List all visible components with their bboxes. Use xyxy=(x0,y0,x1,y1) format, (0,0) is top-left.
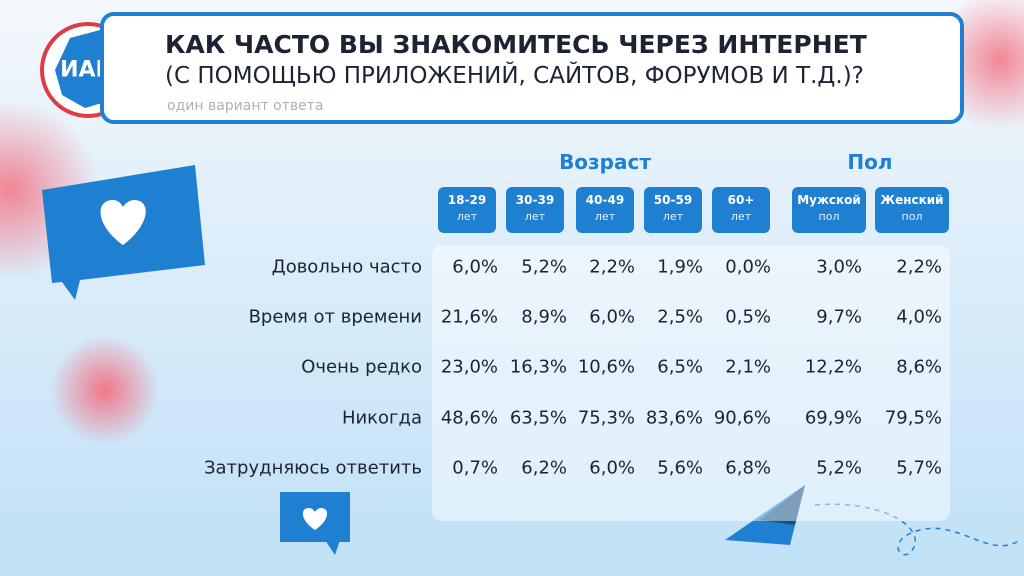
column-header-bottom: лет xyxy=(730,210,752,223)
cell: 0,7% xyxy=(452,457,498,479)
column-header: 18-29 лет xyxy=(438,187,496,233)
cell: 23,0% xyxy=(440,356,498,378)
group-header: Возраст xyxy=(559,150,651,174)
row-label: Затрудняюсь ответить xyxy=(203,457,422,479)
column-header: Женский пол xyxy=(875,187,949,233)
title-line-2: (С ПОМОЩЬЮ ПРИЛОЖЕНИЙ, САЙТОВ, ФОРУМОВ И… xyxy=(165,63,864,89)
paper-plane xyxy=(725,485,1021,556)
cell: 5,7% xyxy=(896,457,942,479)
cell: 90,6% xyxy=(713,407,771,429)
cell: 12,2% xyxy=(804,356,862,378)
cell: 2,2% xyxy=(896,256,942,278)
cell: 63,5% xyxy=(509,407,567,429)
cell: 2,1% xyxy=(725,356,771,378)
cell: 6,0% xyxy=(452,256,498,278)
column-header-top: 30-39 xyxy=(515,193,555,207)
cell: 6,8% xyxy=(725,457,771,479)
column-header: Мужской пол xyxy=(792,187,866,233)
cell: 83,6% xyxy=(645,407,703,429)
cell: 5,6% xyxy=(657,457,703,479)
column-header-bottom: пол xyxy=(901,210,923,223)
cell: 16,3% xyxy=(509,356,567,378)
cell: 2,2% xyxy=(589,256,635,278)
cell: 9,7% xyxy=(816,306,862,328)
cell: 1,9% xyxy=(657,256,703,278)
row-label: Никогда xyxy=(341,407,422,429)
group-header: Пол xyxy=(847,150,893,174)
column-header-top: 18-29 xyxy=(447,193,487,207)
cell: 0,5% xyxy=(725,306,771,328)
cell: 2,5% xyxy=(657,306,703,328)
cell: 5,2% xyxy=(816,457,862,479)
cell: 4,0% xyxy=(896,306,942,328)
column-header-bottom: лет xyxy=(456,210,478,223)
cell: 6,5% xyxy=(657,356,703,378)
row-label: Довольно часто xyxy=(271,256,422,278)
subtitle: один вариант ответа xyxy=(167,98,324,114)
row-label: Очень редко xyxy=(301,356,422,378)
cell: 6,0% xyxy=(589,306,635,328)
column-header-bottom: лет xyxy=(662,210,684,223)
column-header: 40-49 лет xyxy=(576,187,634,233)
cell: 69,9% xyxy=(804,407,862,429)
column-header-top: 50-59 xyxy=(653,193,693,207)
column-header: 50-59 лет xyxy=(644,187,702,233)
column-header-top: 40-49 xyxy=(585,193,625,207)
cell: 48,6% xyxy=(440,407,498,429)
header-box xyxy=(100,12,964,124)
column-header-top: 60+ xyxy=(727,193,755,207)
cell: 5,2% xyxy=(521,256,567,278)
chat-bubble-small xyxy=(280,492,350,555)
cell: 8,6% xyxy=(896,356,942,378)
cell: 6,0% xyxy=(589,457,635,479)
column-header: 60+ лет xyxy=(712,187,770,233)
column-header-bottom: лет xyxy=(524,210,546,223)
cell: 75,3% xyxy=(577,407,635,429)
title: КАК ЧАСТО ВЫ ЗНАКОМИТЕСЬ ЧЕРЕЗ ИНТЕРНЕТ xyxy=(165,30,867,59)
column-header-bottom: лет xyxy=(594,210,616,223)
cell: 3,0% xyxy=(816,256,862,278)
cell: 6,2% xyxy=(521,457,567,479)
cell: 8,9% xyxy=(521,306,567,328)
column-header-top: Мужской xyxy=(797,193,861,207)
row-label: Время от времени xyxy=(248,306,422,328)
cell: 79,5% xyxy=(884,407,942,429)
cell: 21,6% xyxy=(440,306,498,328)
column-header: 30-39 лет xyxy=(506,187,564,233)
cell: 10,6% xyxy=(577,356,635,378)
column-header-top: Женский xyxy=(880,193,944,207)
column-header-bottom: пол xyxy=(818,210,840,223)
chat-bubble xyxy=(42,165,205,300)
cell: 0,0% xyxy=(725,256,771,278)
table-panel xyxy=(432,245,950,521)
